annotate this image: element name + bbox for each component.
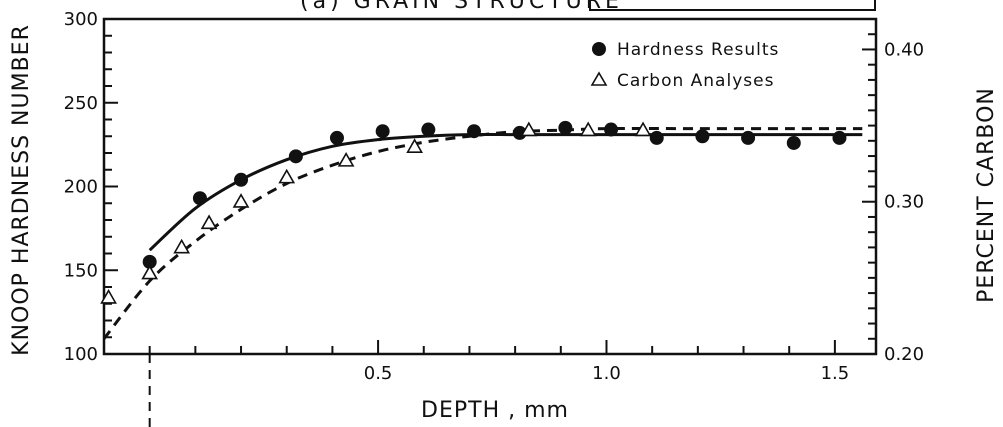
x-tick-label: 0.5 (364, 363, 393, 384)
hardness-point (695, 129, 709, 143)
y-tick-label: 300 (64, 9, 98, 30)
carbon-fit-curve (104, 129, 862, 339)
points-layer (102, 121, 847, 303)
legend: Hardness Results Carbon Analyses (592, 40, 779, 91)
y2-tick-label: 0.20 (884, 344, 924, 365)
hardness-point (650, 131, 664, 145)
y-tick-label: 250 (64, 93, 98, 114)
hardness-fit-curve (150, 134, 863, 250)
hardness-point (787, 136, 801, 150)
carbon-point (143, 266, 157, 278)
hardness-point (558, 121, 572, 135)
hardness-point (330, 131, 344, 145)
y2-tick-label: 0.40 (884, 39, 924, 60)
hardness-point (289, 149, 303, 163)
hardness-point (376, 124, 390, 138)
legend-label-carbon: Carbon Analyses (617, 71, 774, 91)
chart-title: (a) GRAIN STRUCTURE (300, 0, 875, 14)
hardness-point (832, 131, 846, 145)
y-tick-label: 200 (64, 177, 98, 198)
y2-tick-label: 0.30 (884, 192, 924, 213)
hardness-point (467, 124, 481, 138)
legend-marker-hardness (592, 42, 606, 56)
x-tick-label: 1.0 (592, 363, 621, 384)
carbon-point (280, 170, 294, 182)
plot-frame (104, 19, 876, 354)
y-tick-label: 150 (64, 260, 98, 281)
hardness-point (741, 131, 755, 145)
x-tick-label: 1.5 (821, 363, 850, 384)
carbon-point (234, 195, 248, 207)
legend-marker-carbon (592, 73, 606, 85)
x-axis-title: DEPTH , mm (421, 398, 569, 423)
carbon-point (202, 216, 216, 228)
labels-layer: 100 150 200 250 300 0.20 0.30 0.40 0.5 1.0 1.5 (64, 9, 924, 384)
y2-axis-title: PERCENT CARBON (974, 87, 999, 303)
hardness-point (421, 123, 435, 137)
hardness-point (234, 173, 248, 187)
hardness-point (604, 123, 618, 137)
hardness-point (193, 191, 207, 205)
legend-label-hardness: Hardness Results (617, 40, 779, 60)
chart-title-text: (a) GRAIN STRUCTURE (300, 0, 623, 14)
title-box (590, 0, 875, 10)
y-axis-title: KNOOP HARDNESS NUMBER (9, 24, 34, 356)
curves-layer (104, 129, 862, 339)
y-tick-label: 100 (64, 344, 98, 365)
